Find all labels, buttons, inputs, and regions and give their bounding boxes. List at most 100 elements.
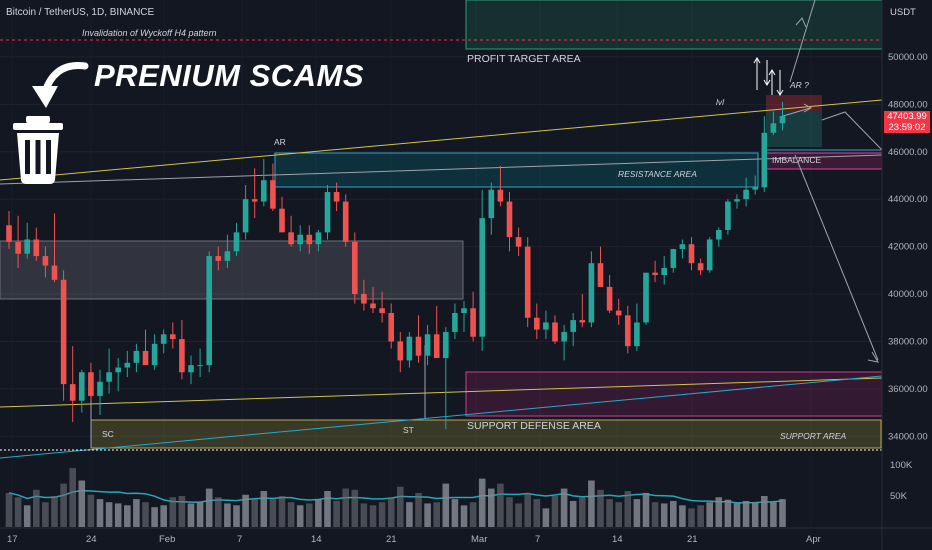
price-axis[interactable]: 50000.00 48000.00 46000.00 44000.00 42000.00… xyxy=(888,52,928,442)
candle-body[interactable] xyxy=(88,372,94,396)
candle-body[interactable] xyxy=(106,372,112,382)
candle-body[interactable] xyxy=(370,303,376,309)
upper-trendline[interactable] xyxy=(0,99,883,181)
candle-body[interactable] xyxy=(734,199,740,202)
candle-body[interactable] xyxy=(779,116,786,124)
candles[interactable] xyxy=(6,101,786,430)
candle-body[interactable] xyxy=(716,230,722,240)
candle-body[interactable] xyxy=(51,265,58,280)
lower-channel-line[interactable] xyxy=(0,375,883,459)
candle-body[interactable] xyxy=(69,384,76,401)
lower-trendline[interactable] xyxy=(0,377,883,408)
candle-body[interactable] xyxy=(324,192,331,233)
volume-bar xyxy=(779,499,786,527)
candle-body[interactable] xyxy=(97,381,103,396)
candle-body[interactable] xyxy=(42,256,49,266)
candle-body[interactable] xyxy=(60,279,67,385)
candle-body[interactable] xyxy=(443,331,449,359)
x-tick-label: 17 xyxy=(7,534,18,545)
candle-body[interactable] xyxy=(188,365,194,373)
candle-body[interactable] xyxy=(142,350,149,366)
candle-body[interactable] xyxy=(588,263,595,323)
candle-body[interactable] xyxy=(497,189,504,202)
candle-body[interactable] xyxy=(770,123,777,133)
candle-body[interactable] xyxy=(743,189,749,200)
candle-body[interactable] xyxy=(397,341,404,361)
candle-body[interactable] xyxy=(670,248,677,268)
candle-body[interactable] xyxy=(643,272,649,323)
candle-body[interactable] xyxy=(415,336,422,356)
candle-body[interactable] xyxy=(33,239,40,257)
candle-body[interactable] xyxy=(342,201,349,242)
candle-body[interactable] xyxy=(725,201,731,230)
candle-body[interactable] xyxy=(579,320,586,323)
candle-body[interactable] xyxy=(279,208,285,233)
volume-bar xyxy=(651,502,659,527)
candle-body[interactable] xyxy=(333,192,340,202)
candle-body[interactable] xyxy=(515,237,522,247)
candle-body[interactable] xyxy=(634,322,640,347)
candle-body[interactable] xyxy=(433,334,440,359)
candle-body[interactable] xyxy=(706,239,713,271)
candle-body[interactable] xyxy=(506,201,513,238)
candle-body[interactable] xyxy=(115,367,121,373)
candle-body[interactable] xyxy=(151,343,158,366)
candle-body[interactable] xyxy=(461,308,467,313)
candle-body[interactable] xyxy=(688,244,695,264)
candle-body[interactable] xyxy=(315,232,322,245)
candle-body[interactable] xyxy=(652,272,658,276)
candle-body[interactable] xyxy=(752,187,758,190)
candle-body[interactable] xyxy=(179,339,185,373)
candle-body[interactable] xyxy=(242,199,249,233)
candle-body[interactable] xyxy=(233,232,240,252)
candle-body[interactable] xyxy=(606,286,613,311)
candle-body[interactable] xyxy=(306,234,313,245)
candle-body[interactable] xyxy=(261,180,267,202)
candle-body[interactable] xyxy=(379,308,385,313)
curved-arrow-icon xyxy=(32,62,89,108)
candle-body[interactable] xyxy=(488,189,495,219)
candle-body[interactable] xyxy=(424,334,431,356)
candle-body[interactable] xyxy=(251,199,258,202)
candle-body[interactable] xyxy=(197,365,203,367)
candle-body[interactable] xyxy=(615,310,622,316)
candle-body[interactable] xyxy=(697,263,704,271)
candle-body[interactable] xyxy=(170,334,176,340)
candle-body[interactable] xyxy=(543,322,549,330)
candle-body[interactable] xyxy=(224,251,231,261)
time-axis[interactable]: 17 24 Feb 7 14 21 Mar 7 14 21 Apr xyxy=(7,534,821,545)
candle-body[interactable] xyxy=(15,241,21,254)
candle-body[interactable] xyxy=(352,241,358,295)
candle-body[interactable] xyxy=(679,244,686,249)
candle-body[interactable] xyxy=(597,263,604,287)
candle-body[interactable] xyxy=(160,334,167,344)
upper-channel-line[interactable] xyxy=(0,154,883,185)
candle-body[interactable] xyxy=(215,256,222,261)
candle-body[interactable] xyxy=(524,246,531,318)
x-tick-label: Apr xyxy=(806,534,821,545)
candle-body[interactable] xyxy=(570,320,576,332)
candle-body[interactable] xyxy=(452,312,458,332)
candle-body[interactable] xyxy=(6,225,12,242)
candle-body[interactable] xyxy=(470,308,476,337)
candle-body[interactable] xyxy=(479,218,485,337)
candle-body[interactable] xyxy=(206,256,212,366)
candle-body[interactable] xyxy=(552,322,558,342)
candle-body[interactable] xyxy=(24,239,30,254)
volume-bar xyxy=(251,499,258,527)
candle-body[interactable] xyxy=(361,294,367,304)
candle-body[interactable] xyxy=(270,180,276,209)
candle-body[interactable] xyxy=(561,331,567,342)
candle-body[interactable] xyxy=(79,372,85,401)
candle-body[interactable] xyxy=(388,312,394,342)
candle-body[interactable] xyxy=(133,350,140,363)
candle-body[interactable] xyxy=(124,362,131,368)
candle-body[interactable] xyxy=(761,132,768,188)
candle-body[interactable] xyxy=(534,317,540,330)
candle-body[interactable] xyxy=(288,232,294,245)
candle-body[interactable] xyxy=(297,234,303,245)
candle-body[interactable] xyxy=(625,315,631,347)
candle-body[interactable] xyxy=(661,267,667,276)
candle-body[interactable] xyxy=(406,336,413,361)
